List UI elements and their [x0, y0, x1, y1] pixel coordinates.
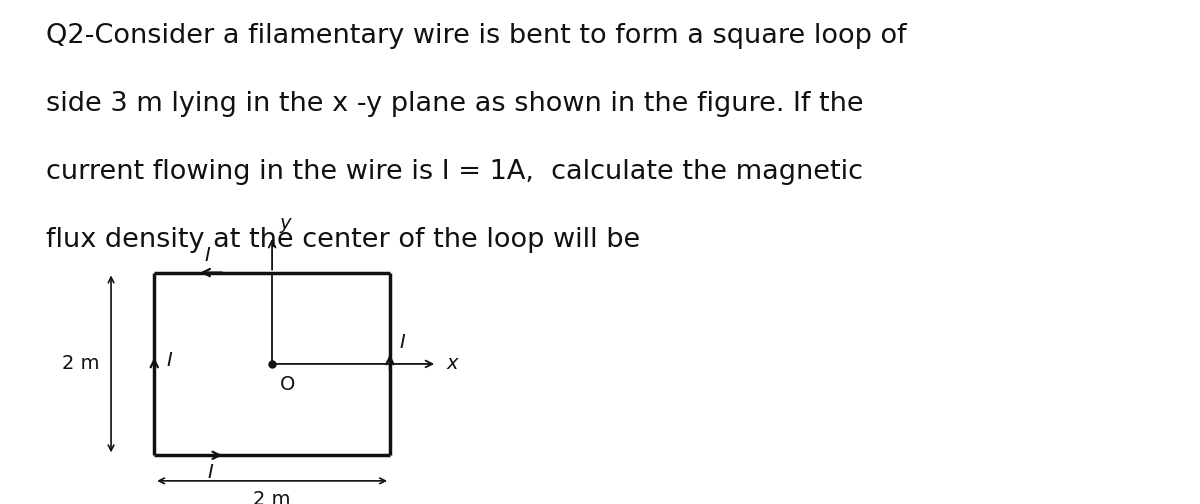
Text: 2 m: 2 m — [61, 354, 100, 373]
Text: flux density at the center of the loop will be: flux density at the center of the loop w… — [46, 227, 640, 253]
Text: side 3 m lying in the x -y plane as shown in the figure. If the: side 3 m lying in the x -y plane as show… — [46, 91, 863, 117]
Text: current flowing in the wire is I = 1A,  calculate the magnetic: current flowing in the wire is I = 1A, c… — [46, 159, 863, 185]
Text: I: I — [400, 333, 406, 352]
Text: I: I — [205, 246, 210, 265]
Text: x: x — [446, 354, 458, 373]
Text: y: y — [280, 214, 292, 233]
Text: 2 m: 2 m — [253, 490, 290, 504]
Text: O: O — [280, 375, 295, 394]
Text: I: I — [167, 351, 173, 370]
Text: Q2-Consider a filamentary wire is bent to form a square loop of: Q2-Consider a filamentary wire is bent t… — [46, 23, 906, 49]
Text: I: I — [208, 463, 214, 482]
